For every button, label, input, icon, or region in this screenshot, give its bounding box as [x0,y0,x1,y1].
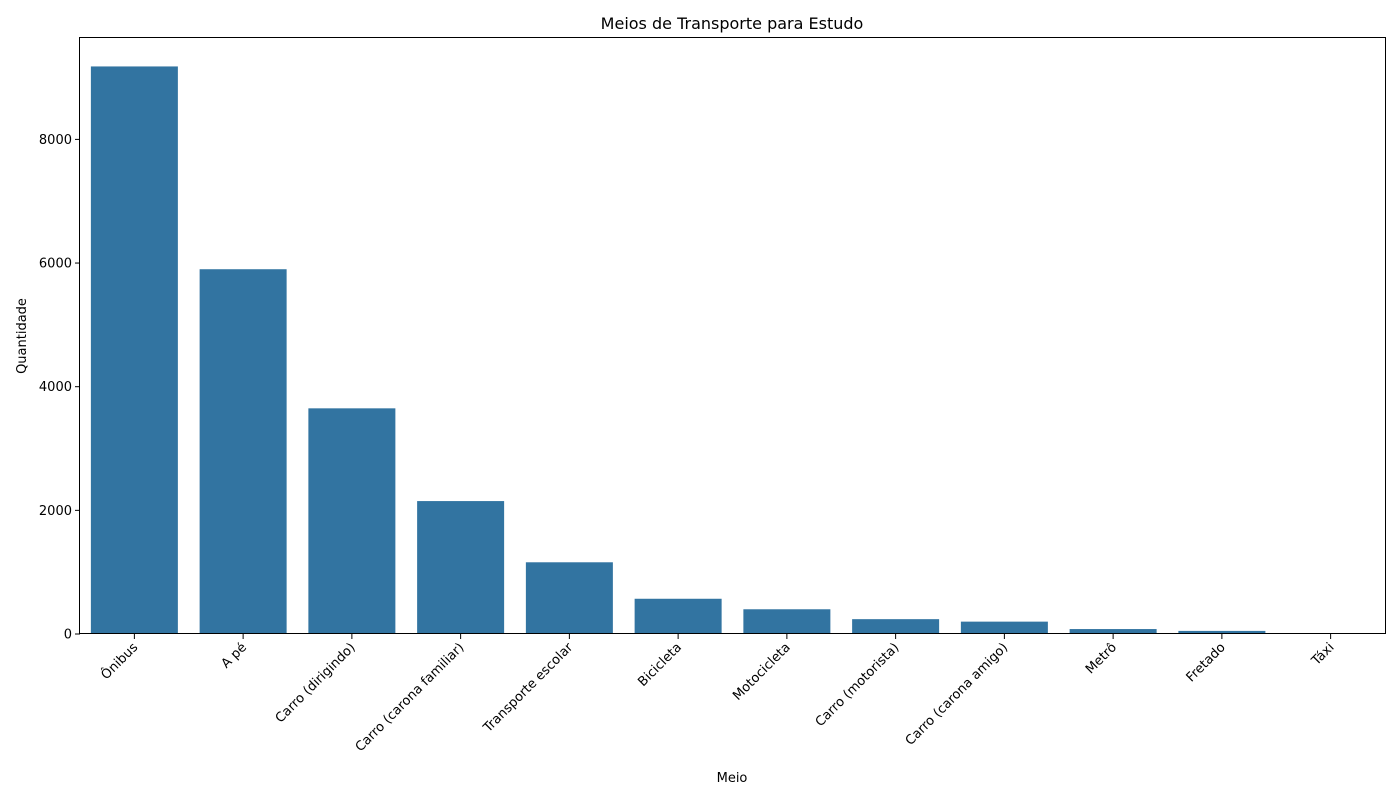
x-tick-label: Ônibus [98,639,142,683]
bar [1069,629,1157,634]
y-tick-label: 6000 [39,257,72,272]
bar [199,269,287,634]
x-tick-label: A pé [219,640,250,671]
bar [634,598,722,634]
bar [417,501,505,634]
x-tick-label: Metrô [1083,640,1120,677]
y-tick-label: 0 [64,628,72,643]
y-tick-label: 4000 [39,380,72,395]
y-tick-label: 8000 [39,133,72,148]
x-tick-label: Motocicleta [730,640,794,704]
x-tick-label: Carro (carona familiar) [353,640,468,755]
bar [90,66,178,635]
x-tick-label: Táxi [1308,640,1337,669]
x-axis-label: Meio [717,771,748,786]
bar [960,621,1048,634]
x-tick-label: Bicicleta [635,640,685,690]
bar [525,562,613,634]
x-tick-label: Carro (carona amigo) [903,640,1011,748]
chart-title: Meios de Transporte para Estudo [601,14,864,33]
plot-area: 0 2000 4000 6000 8000 Ônibus A pé Carro (dirigi… [39,66,1375,755]
x-tick-label: Carro (motorista) [813,640,903,730]
bar [308,408,396,634]
x-tick-label: Fretado [1184,640,1229,685]
y-tick-label: 2000 [39,504,72,519]
y-axis-label: Quantidade [15,298,30,374]
bar [743,609,831,634]
bar [1178,630,1266,634]
bar [852,619,940,634]
x-tick-label: Transporte escolar [480,640,577,737]
x-tick-label: Carro (dirigindo) [273,640,359,726]
plot-frame [79,37,1386,634]
